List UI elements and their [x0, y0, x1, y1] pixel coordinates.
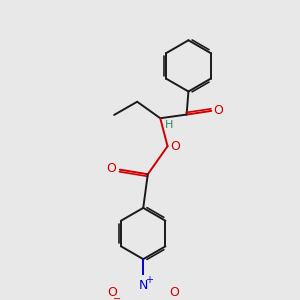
Text: +: + — [145, 274, 153, 285]
Text: O: O — [214, 104, 224, 117]
Text: H: H — [165, 120, 174, 130]
Text: O: O — [106, 162, 116, 175]
Text: N: N — [139, 279, 148, 292]
Text: −: − — [113, 294, 121, 300]
Text: O: O — [170, 140, 180, 153]
Text: O: O — [108, 286, 118, 299]
Text: O: O — [169, 286, 179, 299]
